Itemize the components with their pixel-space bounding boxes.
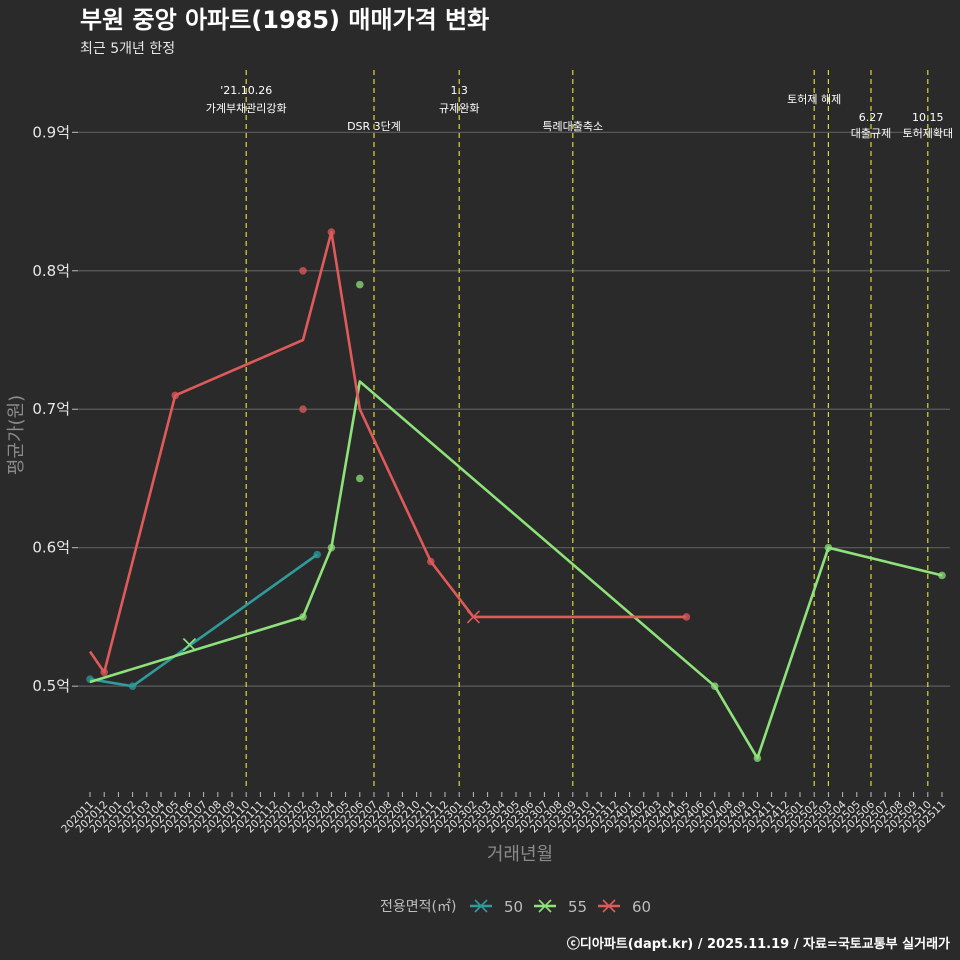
event-name-label: 규제완화 [439, 102, 479, 115]
legend-label-60: 60 [632, 898, 651, 916]
data-cross-55 [182, 638, 196, 652]
data-point-60 [299, 266, 307, 275]
data-point-55 [753, 754, 762, 762]
data-point-50 [313, 550, 322, 559]
event-name-label: DSR 3단계 [347, 120, 401, 133]
data-point-55 [299, 613, 307, 621]
data-cross-60 [466, 610, 480, 624]
event-name-label: 토허제확대 [902, 127, 953, 140]
data-point-60 [299, 405, 307, 414]
event-date-label: 10.15 [912, 111, 944, 124]
data-series [86, 228, 946, 762]
data-point-60 [100, 668, 108, 677]
data-point-55 [824, 543, 833, 552]
legend-cross-50 [474, 899, 488, 913]
y-tick-label: 0.6억 [32, 539, 70, 557]
data-point-50 [128, 682, 137, 690]
event-name-label: 특례대출축소 [542, 120, 603, 133]
series-line-60 [88, 230, 687, 674]
legend: 전용면적(㎡) 50 55 60 [380, 898, 651, 916]
y-tick-label: 0.8억 [32, 262, 70, 280]
x-axis-title: 거래년월 [487, 844, 553, 865]
grid-lines [78, 131, 950, 687]
event-name-label: 토허제 해제 [787, 92, 841, 106]
data-point-55 [938, 571, 946, 580]
data-point-60 [327, 228, 336, 236]
data-point-55 [356, 280, 364, 289]
chart-caption: ⓒ디아파트(dapt.kr) / 2025.11.19 / 자료=국토교통부 실… [567, 936, 950, 952]
data-point-55 [711, 682, 719, 690]
legend-cross-60 [602, 899, 616, 913]
y-axis-title: 평균가(원) [6, 395, 27, 475]
data-point-60 [427, 557, 435, 566]
event-date-label: '21.10.26 [220, 84, 272, 97]
data-point-60 [171, 391, 179, 400]
legend-label-50: 50 [504, 898, 523, 916]
y-tick-label: 0.5억 [32, 677, 70, 695]
event-date-label: 1.3 [450, 84, 468, 97]
legend-label-55: 55 [568, 898, 587, 916]
y-axis-ticks: 0.5억 0.6억 0.7억 0.8억 0.9억 [32, 123, 78, 695]
data-point-55 [356, 474, 364, 483]
chart-title: 부원 중앙 아파트(1985) 매매가격 변화 [80, 6, 489, 34]
y-tick-label: 0.9억 [32, 123, 70, 141]
data-point-60 [682, 613, 691, 621]
legend-cross-55 [538, 899, 552, 913]
x-axis-ticks: 2020112020122021012021022021032021042021… [59, 792, 948, 835]
series-line-50 [89, 553, 318, 688]
event-name-label: 가계부채관리강화 [206, 102, 287, 115]
chart-subtitle: 최근 5개년 한정 [80, 41, 175, 57]
legend-title: 전용면적(㎡) [380, 899, 456, 915]
y-tick-label: 0.7억 [32, 400, 70, 418]
data-point-55 [327, 543, 336, 552]
event-date-label: 6.27 [859, 111, 884, 124]
series-line-55 [89, 380, 943, 760]
event-name-label: 대출규제 [851, 127, 891, 140]
